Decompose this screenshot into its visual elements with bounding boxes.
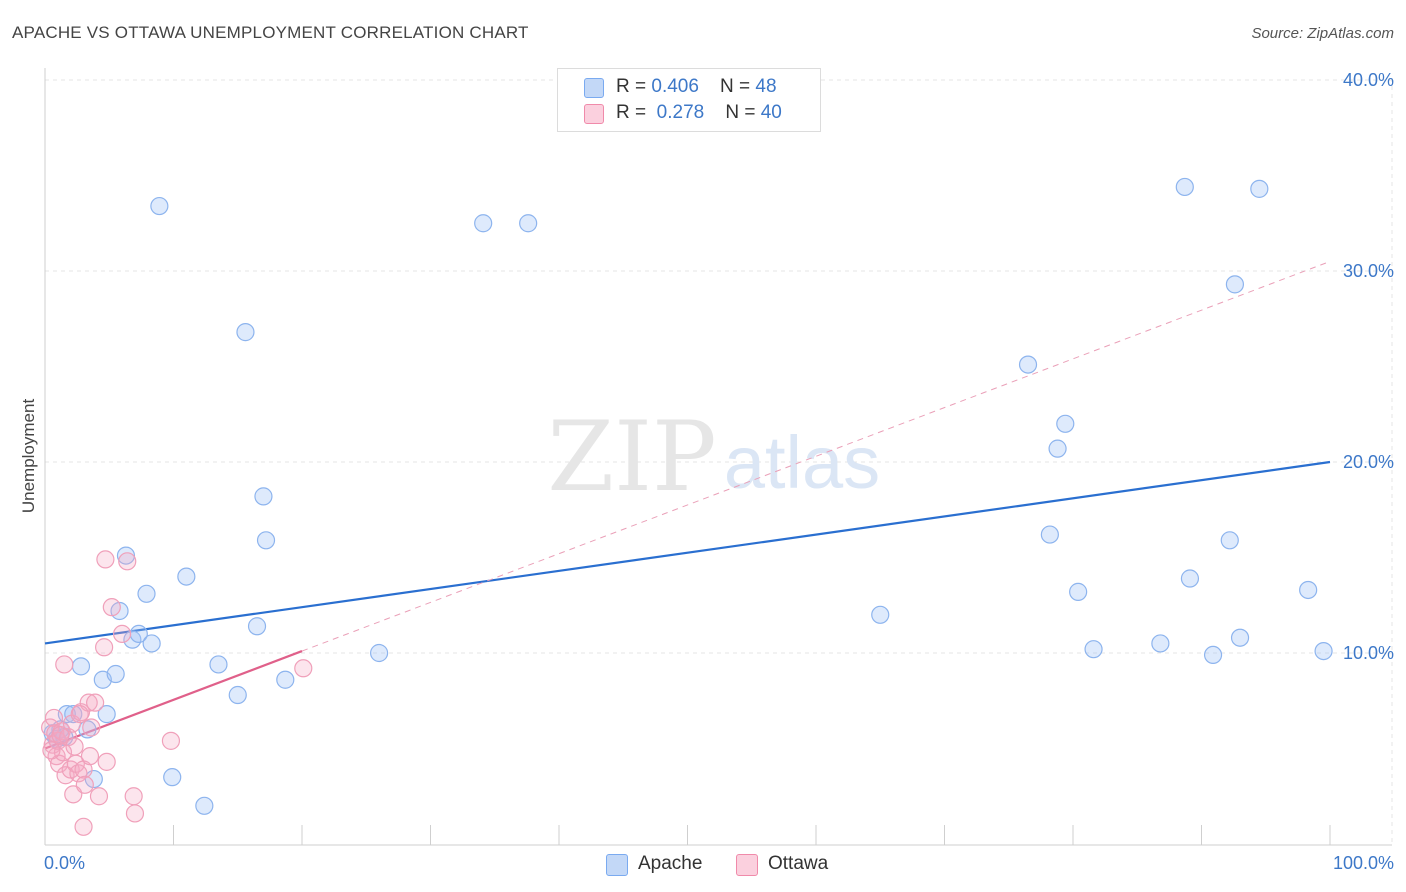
watermark: ZIP atlas	[547, 401, 880, 513]
ottawa-point	[124, 787, 143, 806]
data-points	[41, 177, 1333, 836]
apache-point	[137, 584, 156, 603]
apache-point	[150, 196, 169, 216]
apache-point	[163, 768, 182, 787]
x-tick-label: 0.0%	[44, 853, 85, 873]
y-tick-label: 20.0%	[1343, 452, 1394, 472]
y-axis-label: Unemployment	[19, 399, 38, 514]
apache-point	[209, 655, 228, 674]
ottawa-point	[82, 718, 101, 737]
apache-point	[97, 705, 116, 724]
legend-text-apache: R = 0.406 N = 48	[616, 76, 777, 98]
ottawa-point	[74, 817, 93, 836]
apache-point	[1040, 525, 1059, 544]
series-label-apache: Apache	[638, 853, 703, 874]
apache-point	[1314, 641, 1333, 661]
legend-swatch-ottawa	[584, 104, 604, 124]
apache-point	[1018, 355, 1038, 374]
ottawa-point	[89, 787, 109, 806]
apache-point	[142, 634, 161, 653]
ottawa-point	[294, 659, 313, 678]
apache-point	[1203, 645, 1223, 665]
ottawa-point	[86, 693, 105, 712]
y-tick-label: 10.0%	[1343, 643, 1394, 663]
trend-lines	[44, 260, 1331, 750]
apache-point	[1084, 640, 1103, 659]
apache-point	[247, 617, 267, 636]
apache-point	[1069, 582, 1088, 601]
legend-n-value: 48	[755, 76, 777, 97]
apache-point	[177, 567, 196, 586]
apache-point	[236, 323, 255, 342]
series-swatch-apache	[606, 854, 628, 876]
legend-r-label: R =	[616, 102, 652, 123]
ottawa-trend-line	[44, 650, 303, 750]
ottawa-point	[44, 708, 64, 728]
apache-point	[71, 657, 91, 676]
apache-point	[1048, 439, 1067, 458]
series-swatch-ottawa	[736, 854, 758, 876]
legend-n-label: N =	[725, 102, 761, 123]
ottawa-point	[96, 550, 115, 569]
apache-point	[254, 487, 273, 506]
apache-point	[1250, 179, 1269, 198]
apache-point	[1056, 414, 1075, 433]
apache-trend-line	[44, 460, 1331, 645]
source-credit: Source: ZipAtlas.com	[1251, 25, 1394, 42]
apache-point	[871, 605, 890, 624]
ottawa-point	[112, 624, 132, 644]
ottawa-point	[42, 741, 61, 760]
apache-point	[370, 643, 389, 663]
y-tick-label: 40.0%	[1343, 70, 1394, 90]
apache-point	[1151, 634, 1170, 653]
ottawa-point	[118, 552, 137, 571]
ottawa-point	[95, 638, 114, 657]
apache-point	[1225, 275, 1245, 294]
ottawa-point	[65, 737, 84, 756]
apache-point	[195, 796, 214, 815]
ottawa-point	[161, 731, 181, 750]
apache-point	[228, 685, 247, 705]
x-tick-label: 100.0%	[1333, 853, 1394, 873]
ottawa-point	[51, 726, 70, 745]
ottawa-point	[75, 775, 94, 794]
legend-text-ottawa: R = 0.278 N = 40	[616, 102, 782, 124]
watermark-atlas: atlas	[724, 421, 880, 504]
apache-point	[474, 214, 493, 233]
legend-n-label: N =	[720, 76, 756, 97]
y-tick-label: 30.0%	[1343, 261, 1394, 281]
apache-point	[116, 546, 136, 565]
correlation-legend: R = 0.406 N = 48 R = 0.278 N = 40	[557, 68, 821, 132]
ottawa-point	[102, 598, 121, 617]
apache-point	[1175, 177, 1194, 197]
tick-labels: 10.0% 20.0% 30.0% 40.0% 0.0% 100.0%	[44, 70, 1394, 873]
legend-n-value: 40	[760, 102, 782, 123]
apache-point	[519, 214, 538, 233]
apache-point	[276, 670, 295, 689]
ottawa-point	[70, 705, 89, 724]
apache-point	[106, 664, 125, 684]
apache-point	[1299, 580, 1318, 600]
apache-point	[1180, 569, 1200, 588]
ottawa-point	[80, 747, 100, 766]
apache-point	[1230, 628, 1250, 647]
legend-r-label: R =	[616, 76, 652, 97]
ottawa-point	[125, 804, 145, 823]
ottawa-point	[97, 752, 116, 771]
ottawa-trend-extension	[301, 260, 1331, 652]
legend-r-value: 0.406	[651, 76, 699, 97]
ottawa-point	[55, 655, 74, 674]
apache-point	[256, 531, 276, 550]
legend-r-value: 0.278	[656, 102, 705, 123]
grid-lines	[45, 78, 1393, 845]
chart-title: APACHE VS OTTAWA UNEMPLOYMENT CORRELATIO…	[12, 23, 529, 42]
watermark-zip: ZIP	[547, 401, 716, 513]
series-label-ottawa: Ottawa	[768, 853, 829, 874]
legend-swatch-apache	[584, 78, 604, 98]
axes	[44, 68, 1392, 846]
apache-point	[1220, 531, 1239, 550]
